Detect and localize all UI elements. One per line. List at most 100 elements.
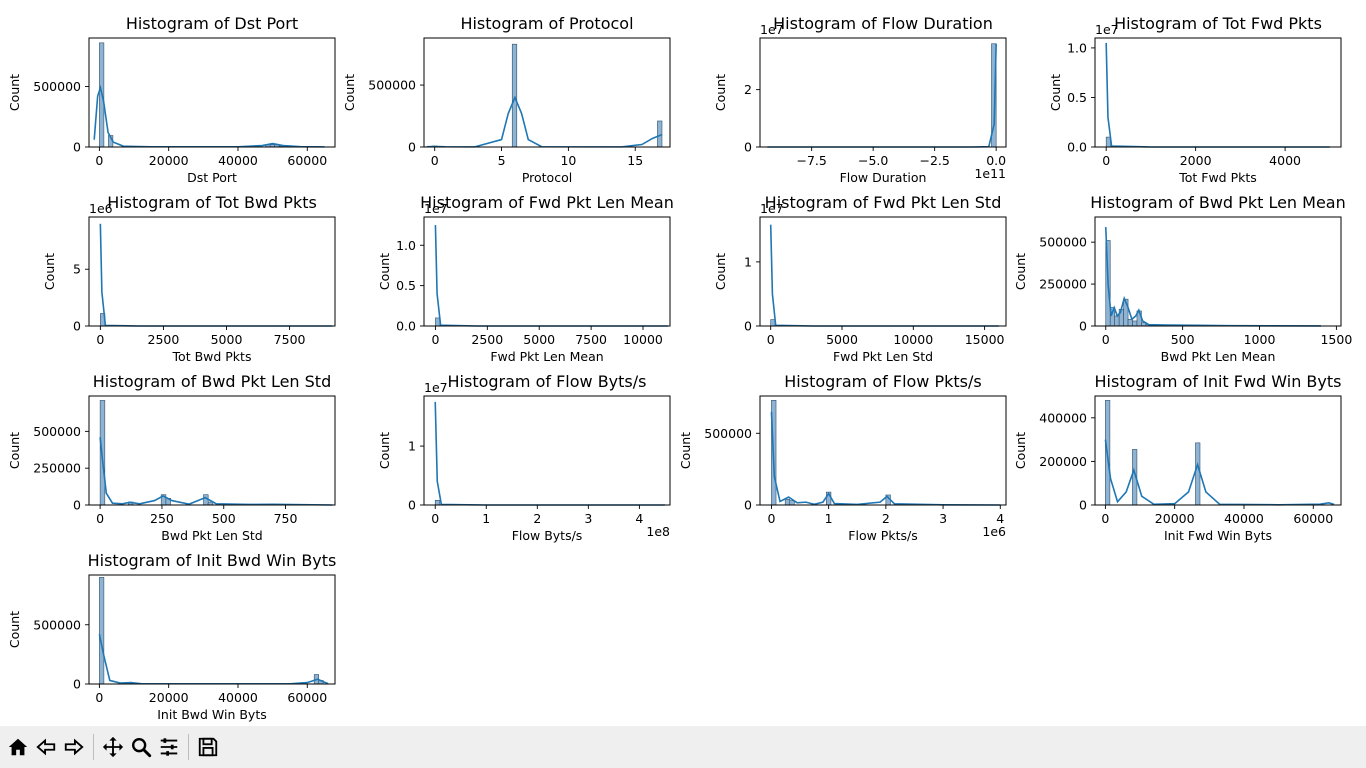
y-tick-label: 1	[744, 254, 752, 269]
y-axis-label: Count	[7, 432, 22, 469]
x-tick-label: 0	[767, 332, 775, 347]
histogram-bar	[203, 494, 209, 506]
subplot-11: 0 1 2 3 4 0 500000 Flow Pkts/s Count Histogram of…	[678, 372, 1007, 543]
histogram-bar	[434, 499, 441, 506]
x-tick-label: 7500	[274, 332, 306, 347]
y-axis-label: Count	[678, 432, 693, 469]
configure-subplots-button[interactable]	[155, 732, 183, 762]
axes-frame	[1094, 216, 1342, 327]
zoom-button[interactable]	[127, 732, 155, 762]
save-icon	[198, 737, 218, 757]
kde-line	[767, 43, 997, 148]
histogram-bar	[657, 120, 663, 148]
x-tick-label: 60000	[1293, 511, 1333, 526]
x-tick-label: 0	[431, 511, 439, 526]
subplot-title: Histogram of Init Bwd Win Byts	[88, 551, 337, 570]
axes-frame	[88, 216, 336, 327]
y-tick-label: 0.5	[396, 278, 416, 293]
axes-frame	[88, 395, 336, 506]
subplot-10: 0 1 2 3 4 0 1 Flow Byts/s Count Histogram of Flow…	[377, 372, 671, 543]
x-axis-label: Fwd Pkt Len Mean	[490, 349, 603, 364]
x-tick-label: 3	[584, 511, 592, 526]
pan-button[interactable]	[99, 732, 127, 762]
y-tick-label: 0	[408, 498, 416, 513]
x-tick-label: 0	[1101, 511, 1109, 526]
y-tick-label: 500000	[704, 426, 752, 441]
x-tick-label: 20000	[149, 690, 189, 705]
x-tick-label: 1	[482, 511, 490, 526]
x-tick-label: 0	[1102, 153, 1110, 168]
y-axis-label: Count	[42, 253, 57, 290]
kde-line	[1105, 42, 1330, 148]
x-axis-label: Bwd Pkt Len Mean	[1161, 349, 1276, 364]
y-axis-label: Count	[1013, 253, 1028, 290]
axes-frame	[423, 395, 671, 506]
y-tick-label: 0	[73, 140, 81, 155]
y-tick-label: 0	[744, 319, 752, 334]
axes-frame	[759, 395, 1007, 506]
forward-button[interactable]	[60, 732, 88, 762]
x-axis-label: Init Fwd Win Byts	[1164, 528, 1272, 543]
subplot-6: 0 2500 5000 7500 10000 0.0 0.5 1.0 Fwd Pkt Len M…	[377, 193, 674, 364]
y-tick-label: 1.0	[396, 238, 416, 253]
back-button[interactable]	[32, 732, 60, 762]
x-tick-label: 0	[431, 332, 439, 347]
x-axis-label: Protocol	[522, 170, 572, 185]
subplot-title: Histogram of Tot Fwd Pkts	[1114, 14, 1322, 33]
subplot-title: Histogram of Fwd Pkt Len Mean	[420, 193, 674, 212]
pan-icon	[102, 736, 124, 758]
axes-frame	[88, 574, 336, 685]
y-axis-label: Count	[713, 253, 728, 290]
y-tick-label: 0	[73, 319, 81, 334]
y-tick-label: 500000	[33, 79, 81, 94]
histogram-bar	[1132, 320, 1138, 327]
subplot-12: 0 20000 40000 60000 0 200000 400000 Init Fwd Wi…	[1013, 372, 1342, 543]
y-offset-label: 1e7	[760, 22, 784, 37]
x-tick-label: 5000	[523, 332, 555, 347]
y-tick-label: 1	[408, 439, 416, 454]
x-tick-label: 4	[635, 511, 643, 526]
x-tick-label: 0	[96, 332, 104, 347]
x-tick-label: 5	[498, 153, 506, 168]
y-axis-label: Count	[713, 74, 728, 111]
x-offset-label: 1e8	[646, 524, 670, 539]
x-tick-label: 10	[560, 153, 576, 168]
histogram-bar	[99, 577, 105, 685]
x-axis-label: Init Bwd Win Byts	[157, 707, 267, 722]
x-tick-label: 3	[939, 511, 947, 526]
subplot-13: 0 20000 40000 60000 0 500000 Init Bwd Win Byts…	[7, 551, 336, 722]
x-tick-label: 0	[96, 511, 104, 526]
x-tick-label: −5.0	[858, 153, 888, 168]
x-axis-label: Bwd Pkt Len Std	[161, 528, 262, 543]
x-tick-label: 1000	[1244, 332, 1276, 347]
save-button[interactable]	[194, 732, 222, 762]
x-tick-label: 15	[627, 153, 643, 168]
x-tick-label: 20000	[1155, 511, 1195, 526]
y-axis-label: Count	[1013, 432, 1028, 469]
configure-subplots-icon	[160, 738, 178, 756]
subplot-title: Histogram of Flow Byts/s	[448, 372, 647, 391]
x-tick-label: 1	[825, 511, 833, 526]
x-tick-label: 2500	[148, 332, 180, 347]
y-tick-label: 1.0	[1067, 40, 1087, 55]
back-icon	[36, 738, 56, 756]
x-tick-label: 40000	[1224, 511, 1264, 526]
x-tick-label: 10000	[623, 332, 663, 347]
histogram-bar	[1195, 442, 1201, 506]
axes-frame	[1094, 395, 1342, 506]
axes-frame	[423, 216, 671, 327]
home-button[interactable]	[4, 732, 32, 762]
y-tick-label: 0.0	[1067, 140, 1087, 155]
axes-frame	[88, 37, 336, 148]
x-axis-label: Dst Port	[187, 170, 237, 185]
x-tick-label: 20000	[149, 153, 189, 168]
axes-frame	[759, 37, 1007, 148]
subplot-7: 0 5000 10000 15000 0 1 Fwd Pkt Len Std Count His…	[713, 193, 1007, 364]
x-tick-label: 60000	[287, 690, 327, 705]
subplot-3: −7.5 −5.0 −2.5 0.0 0 2 Flow Duration Count Histo…	[713, 14, 1007, 185]
x-tick-label: 5000	[826, 332, 858, 347]
x-tick-label: 60000	[287, 153, 327, 168]
subplot-title: Histogram of Init Fwd Win Byts	[1095, 372, 1342, 391]
subplot-title: Histogram of Bwd Pkt Len Mean	[1090, 193, 1345, 212]
y-offset-label: 1e7	[424, 201, 448, 216]
